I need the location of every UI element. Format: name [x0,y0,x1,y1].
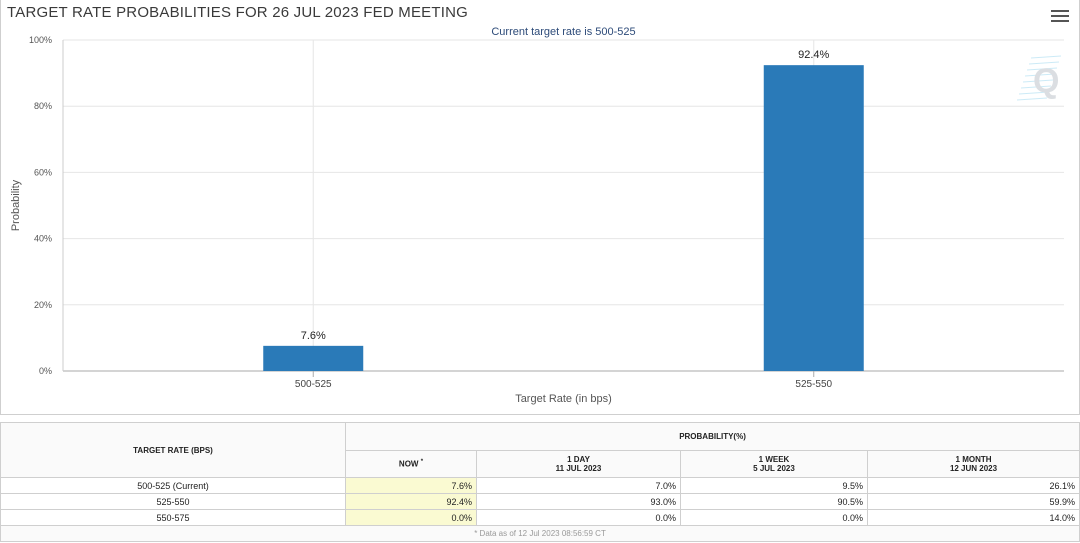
y-tick-label: 0% [39,366,52,376]
month-cell: 26.1% [866,477,1080,494]
chart-subtitle: Current target rate is 500-525 [491,26,635,38]
header-1-week: 1 WEEK 5 JUL 2023 [680,450,868,478]
now-cell: 92.4% [345,493,477,510]
table-row: 525-550 92.4% 93.0% 90.5% 59.9% [0,493,1080,510]
now-cell: 7.6% [345,477,477,494]
bar-chart: 0% 20% 40% 60% 80% 100% 7.6% 500-525 92.4% 525-55… [10,26,1064,405]
week-cell: 0.0% [680,509,868,526]
header-probability: PROBABILITY(%) [344,422,1080,451]
day-cell: 93.0% [476,493,681,510]
x-tick-label: 500-525 [295,379,332,390]
week-cell: 9.5% [680,477,868,494]
day-cell: 7.0% [476,477,681,494]
hamburger-menu-icon[interactable] [1051,10,1069,26]
bar-525-550 [763,65,864,371]
header-now: NOW * [345,450,477,478]
header-1-month: 1 MONTH 12 JUN 2023 [866,450,1080,478]
header-1-day: 1 DAY 11 JUL 2023 [476,450,681,478]
target-cell: 550-575 [0,509,346,526]
x-axis-title: Target Rate (in bps) [515,393,612,405]
q-logo-icon: Q [1016,55,1062,101]
probability-table: TARGET RATE (BPS) PROBABILITY(%) NOW * 1… [0,422,1080,542]
now-cell: 0.0% [345,509,477,526]
target-cell: 525-550 [0,493,346,510]
data-label: 7.6% [301,330,326,342]
day-cell: 0.0% [476,509,681,526]
svg-text:Q: Q [1033,62,1059,100]
y-tick-label: 100% [29,35,52,45]
y-tick-label: 20% [34,300,52,310]
chart-title: TARGET RATE PROBABILITIES FOR 26 JUL 202… [7,4,468,21]
x-tick-label: 525-550 [795,379,832,390]
y-tick-label: 60% [34,167,52,177]
header-target-rate: TARGET RATE (BPS) [0,422,346,478]
chart-panel: 0% 20% 40% 60% 80% 100% 7.6% 500-525 92.4% 525-55… [0,0,1080,415]
data-timestamp-footnote: * Data as of 12 Jul 2023 08:56:59 CT [0,525,1080,542]
data-label: 92.4% [798,49,829,61]
y-axis-title: Probability [10,179,22,231]
month-cell: 59.9% [866,493,1080,510]
month-cell: 14.0% [866,509,1080,526]
bar-500-525 [263,345,364,371]
target-cell: 500-525 (Current) [0,477,346,494]
table-row: 550-575 0.0% 0.0% 0.0% 14.0% [0,509,1080,526]
y-tick-label: 80% [34,101,52,111]
table-row: 500-525 (Current) 7.6% 7.0% 9.5% 26.1% [0,477,1080,494]
week-cell: 90.5% [680,493,868,510]
y-tick-label: 40% [34,234,52,244]
